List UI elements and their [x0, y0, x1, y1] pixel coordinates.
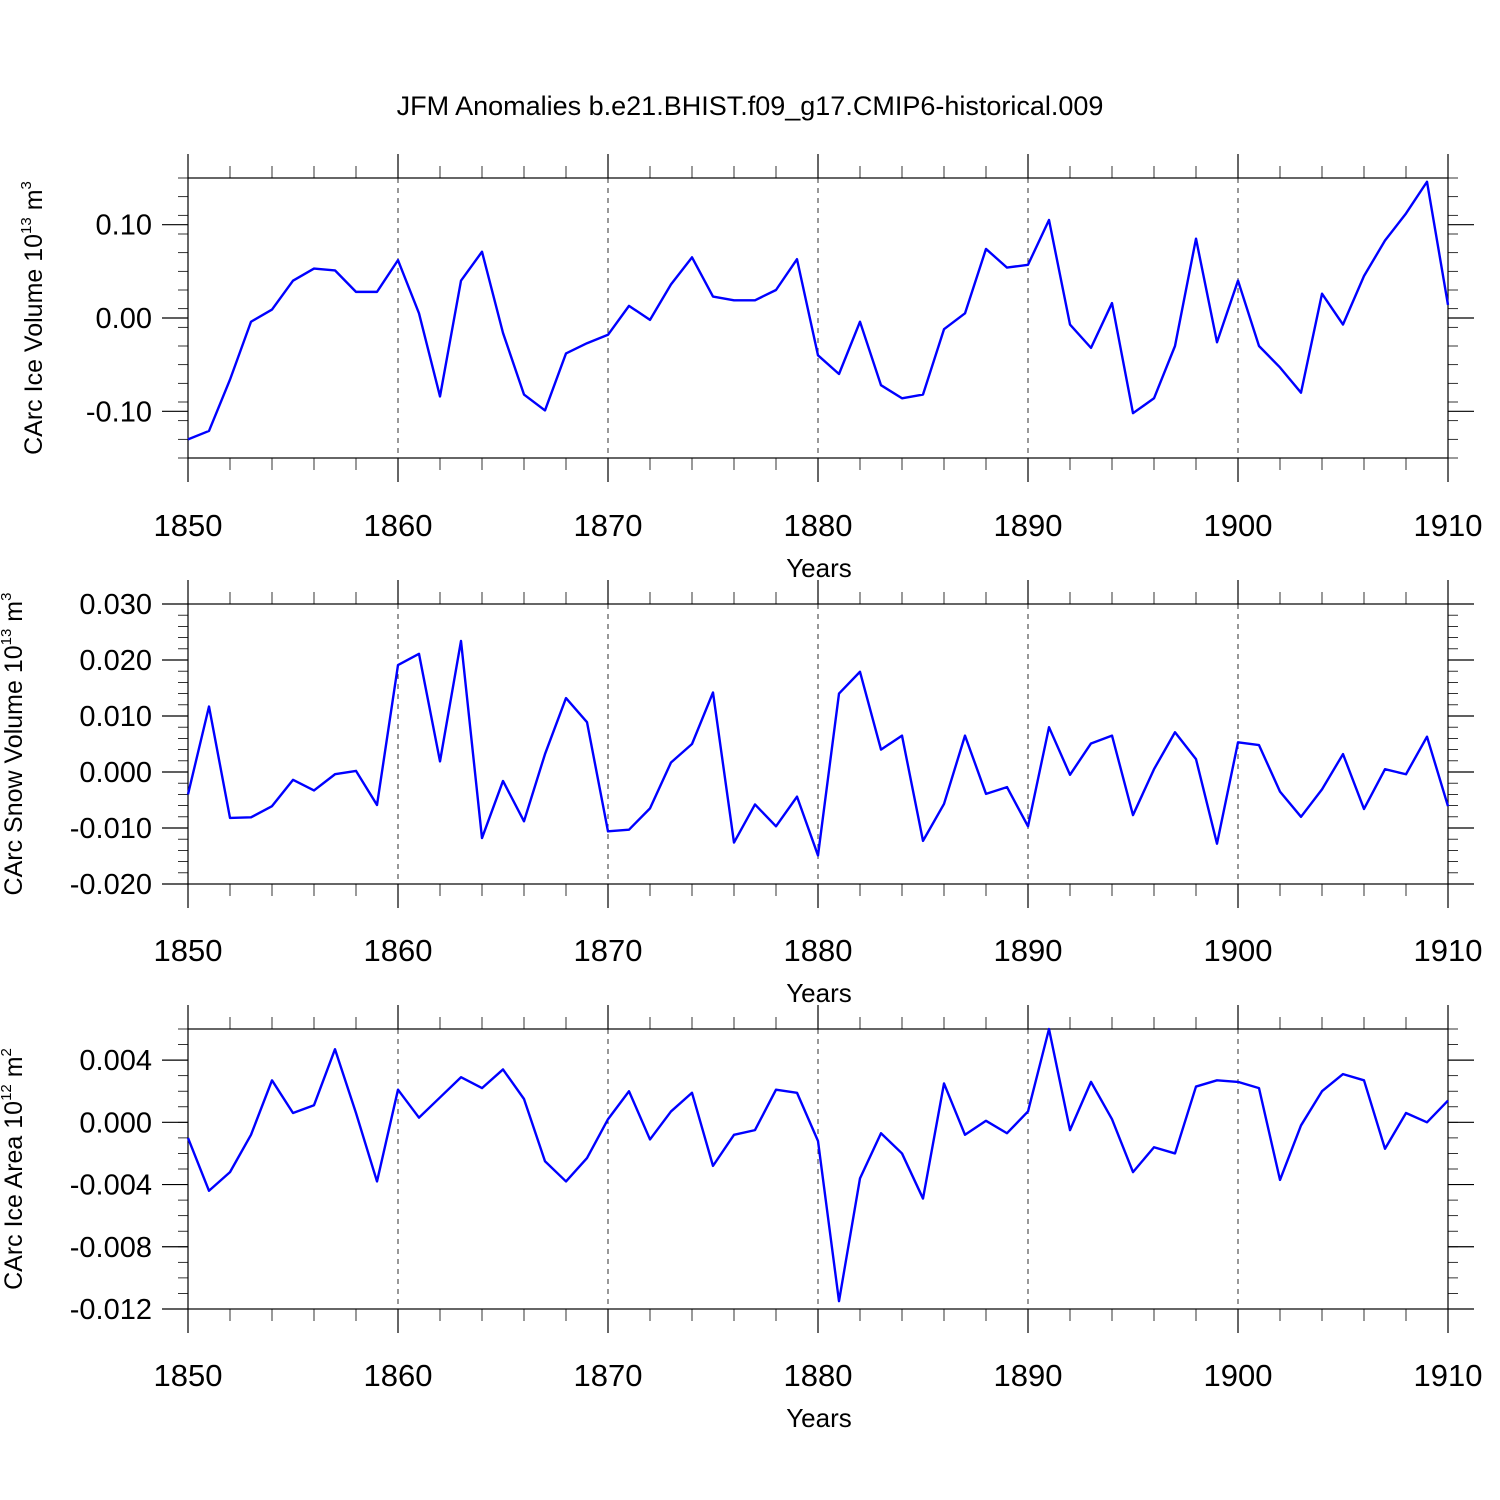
x-tick-label: 1880 [784, 933, 853, 968]
y-axis-label-unit: m [20, 189, 48, 217]
x-tick-label: 1910 [1414, 933, 1483, 968]
y-tick-label: 0.010 [79, 701, 152, 733]
x-tick-label: 1870 [574, 508, 643, 543]
panel-snow-volume: -0.020 -0.010 0.000 0.010 0.020 0.030 1850 1860… [0, 580, 1482, 1008]
y-axis-label-main: CArc Ice Area 10 [0, 1101, 28, 1290]
x-tick-label: 1890 [994, 1358, 1063, 1393]
y-axis-label: CArc Ice Area 1012 m2 [0, 1048, 28, 1290]
y-tick-label: -0.008 [70, 1232, 152, 1264]
x-tick-label: 1900 [1204, 933, 1273, 968]
y-tick-label: -0.10 [86, 396, 152, 428]
y-tick-label: -0.020 [70, 869, 152, 901]
x-tick-label: 1870 [574, 933, 643, 968]
x-tick-label: 1890 [994, 508, 1063, 543]
series-line [186, 639, 1450, 857]
y-tick-label: 0.000 [79, 757, 152, 789]
x-tick-label: 1870 [574, 1358, 643, 1393]
y-axis-label: CArc Snow Volume 1013 m3 [0, 593, 28, 896]
y-axis-label-main: CArc Ice Volume 10 [20, 234, 48, 455]
y-tick-label: 0.000 [79, 1107, 152, 1139]
y-tick-label: 0.004 [79, 1045, 152, 1077]
y-axis-label-unit: m [0, 601, 28, 629]
y-axis-label: CArc Ice Volume 1013 m3 [18, 181, 48, 455]
x-tick-label: 1880 [784, 508, 853, 543]
y-tick-label: 0.020 [79, 645, 152, 677]
x-tick-label: 1900 [1204, 508, 1273, 543]
y-axis-label-exponent: 12 [0, 1084, 15, 1101]
x-tick-label: 1860 [364, 508, 433, 543]
figure-title: JFM Anomalies b.e21.BHIST.f09_g17.CMIP6-… [397, 91, 1104, 121]
x-tick-label: 1880 [784, 1358, 853, 1393]
series-line [187, 180, 1450, 441]
y-axis-label-unit-exponent: 2 [0, 1048, 15, 1056]
y-axis-label-unit: m [0, 1056, 28, 1084]
y-tick-label: -0.012 [70, 1294, 152, 1326]
x-tick-label: 1850 [154, 933, 223, 968]
y-tick-label: 0.10 [96, 210, 152, 242]
x-tick-label: 1850 [154, 1358, 223, 1393]
x-axis-label: Years [786, 978, 852, 1008]
y-tick-label: 0.030 [79, 589, 152, 621]
x-tick-label: 1900 [1204, 1358, 1273, 1393]
series-line [186, 1027, 1449, 1303]
x-tick-label: 1850 [154, 508, 223, 543]
x-tick-label: 1910 [1414, 508, 1483, 543]
x-axis-label: Years [786, 1403, 852, 1433]
y-axis-label-unit-exponent: 3 [0, 593, 15, 601]
x-axis-label: Years [786, 553, 852, 583]
y-axis-label-exponent: 13 [0, 629, 15, 646]
y-axis-label-unit-exponent: 3 [18, 181, 35, 189]
y-tick-label: -0.010 [70, 813, 152, 845]
y-tick-label: 0.00 [96, 303, 152, 335]
x-tick-label: 1890 [994, 933, 1063, 968]
x-tick-label: 1860 [364, 1358, 433, 1393]
y-axis-label-main: CArc Snow Volume 10 [0, 645, 28, 895]
x-tick-label: 1860 [364, 933, 433, 968]
panel-ice-area: -0.012 -0.008 -0.004 0.000 0.004 1850 1860 1870… [0, 1005, 1482, 1433]
y-axis-label-exponent: 13 [18, 217, 35, 234]
panel-ice-volume: -0.10 0.00 0.10 1850 1860 1870 1880 1890 1900 191… [18, 154, 1482, 583]
x-tick-label: 1910 [1414, 1358, 1483, 1393]
y-tick-label: -0.004 [70, 1170, 152, 1202]
